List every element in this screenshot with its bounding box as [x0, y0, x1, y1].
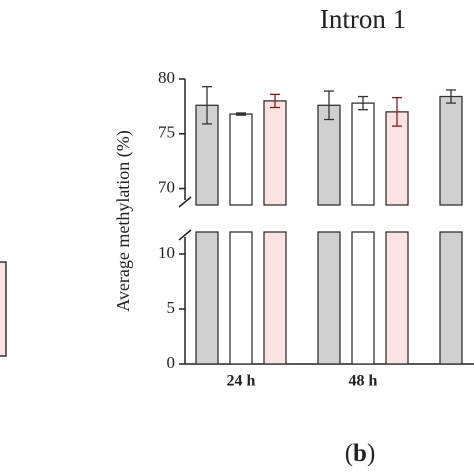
error-bar	[236, 112, 246, 116]
bar	[229, 231, 253, 365]
bar	[385, 231, 409, 365]
error-bar	[270, 93, 280, 109]
bar	[317, 231, 341, 365]
bar	[263, 100, 287, 206]
y-axis-label: Average methylation (%)	[113, 130, 134, 312]
bar	[263, 231, 287, 365]
y-tick-label: 80	[158, 68, 175, 87]
y-tick-label: 5	[167, 298, 176, 317]
bar	[351, 102, 375, 206]
y-tick-label: 75	[158, 123, 175, 142]
axis-break	[178, 196, 192, 208]
error-bar	[446, 89, 456, 104]
bar	[439, 95, 463, 206]
bar	[317, 104, 341, 206]
neighbor-panel-bar	[0, 261, 7, 357]
bar	[351, 231, 375, 365]
error-bar	[358, 95, 368, 111]
bar	[439, 231, 463, 365]
error-bar	[202, 86, 212, 125]
axis-break	[178, 229, 192, 241]
x-tick-label: 24 h	[227, 373, 256, 390]
x-tick-label: 48 h	[349, 373, 378, 390]
bar	[229, 113, 253, 206]
y-tick-label: 70	[158, 177, 175, 196]
error-bar	[324, 90, 334, 121]
chart-title: Intron 1	[320, 4, 406, 34]
y-tick-label: 0	[167, 353, 176, 372]
error-bar	[392, 96, 402, 127]
y-tick-label: 10	[158, 243, 175, 262]
bar	[195, 231, 219, 365]
panel-label: (b)	[345, 440, 376, 467]
